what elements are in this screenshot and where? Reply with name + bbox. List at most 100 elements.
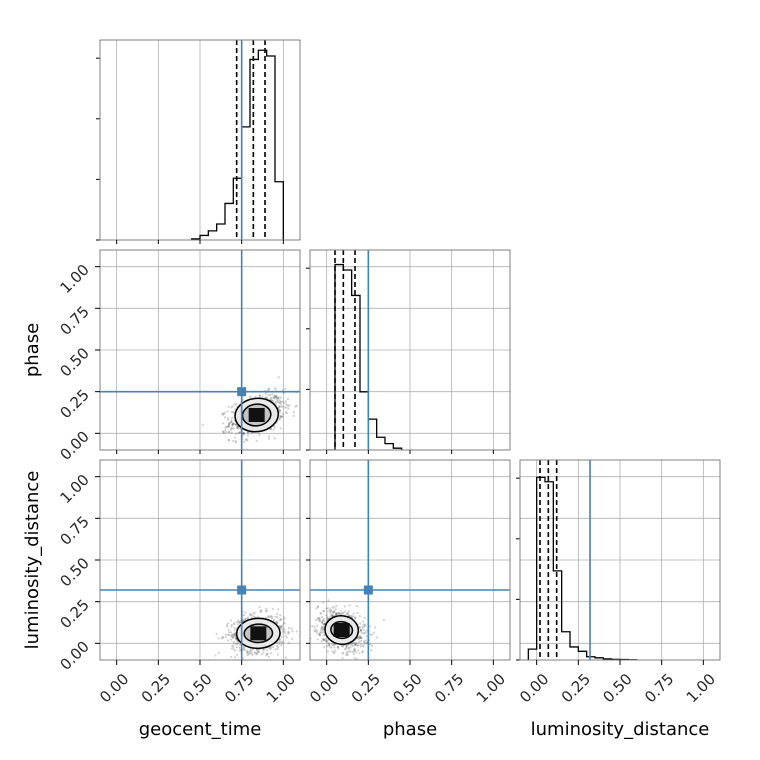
scatter-point (326, 616, 329, 619)
scatter-point (241, 610, 245, 613)
scatter-point (279, 400, 282, 403)
scatter-point (230, 625, 233, 628)
scatter-point (201, 423, 204, 426)
scatter-point (334, 649, 337, 652)
scatter-point (267, 435, 271, 438)
scatter-point (355, 641, 358, 644)
scatter-point (274, 400, 277, 403)
scatter-point (335, 612, 338, 615)
scatter-point (361, 650, 364, 653)
scatter-point (285, 403, 288, 406)
scatter-point (362, 628, 365, 632)
scatter-point (233, 629, 236, 632)
scatter-point (345, 612, 348, 616)
scatter-point (345, 645, 348, 648)
scatter-point (279, 626, 282, 629)
scatter-point (357, 649, 360, 652)
scatter-point (344, 647, 347, 650)
scatter-point (233, 633, 237, 636)
scatter-point (231, 634, 234, 637)
scatter-point (273, 437, 276, 440)
truth-marker (363, 585, 373, 595)
scatter-point (288, 404, 291, 407)
scatter-point (271, 396, 274, 399)
scatter-point (374, 626, 377, 629)
scatter-point (360, 630, 363, 633)
scatter-point (315, 607, 318, 610)
scatter-point (324, 639, 327, 643)
scatter-point (278, 401, 281, 404)
scatter-point (277, 396, 280, 399)
scatter-point (275, 388, 278, 391)
scatter-point (270, 428, 273, 431)
scatter-point (291, 637, 294, 641)
scatter-point (276, 646, 280, 649)
scatter-point (242, 648, 245, 651)
scatter-point (326, 639, 330, 642)
scatter-point (244, 438, 247, 441)
scatter-point (253, 651, 256, 654)
scatter-point (359, 643, 362, 646)
scatter-point (280, 625, 283, 628)
scatter-point (268, 647, 271, 650)
scatter-point (232, 422, 235, 425)
scatter-point (242, 432, 245, 435)
scatter-point (318, 619, 322, 623)
scatter-point (370, 644, 374, 647)
scatter-point (232, 648, 235, 651)
scatter-point (332, 643, 335, 646)
scatter-point (281, 388, 284, 392)
scatter-point (277, 375, 280, 379)
scatter-point (232, 410, 235, 414)
scatter-point (268, 615, 271, 619)
scatter-point (226, 410, 229, 413)
scatter-point (233, 649, 237, 652)
scatter-point (231, 423, 235, 426)
scatter-point (226, 418, 230, 421)
scatter-point (242, 432, 246, 435)
scatter-point (273, 394, 276, 397)
scatter-point (275, 397, 278, 400)
histogram-step-line (191, 49, 284, 240)
scatter-point (320, 627, 323, 630)
scatter-point (363, 624, 366, 628)
scatter-point (334, 612, 337, 616)
scatter-point (358, 625, 361, 629)
scatter-point (269, 652, 272, 655)
scatter-point (221, 412, 224, 415)
scatter-point (269, 645, 273, 649)
scatter-point (314, 628, 317, 631)
scatter-point (269, 647, 272, 650)
scatter-point (233, 634, 236, 637)
scatter-point (325, 607, 328, 610)
scatter-point (290, 627, 293, 630)
scatter-point (339, 609, 343, 612)
scatter-point (281, 624, 284, 627)
scatter-point (227, 425, 230, 428)
scatter-point (279, 625, 282, 628)
scatter-point (359, 636, 362, 639)
x-axis-label-geocent_time: geocent_time (139, 719, 262, 740)
scatter-point (357, 636, 360, 639)
scatter-point (338, 612, 341, 615)
scatter-point (347, 650, 350, 653)
scatter-point (235, 621, 238, 624)
scatter-point (331, 610, 335, 614)
scatter-point (341, 652, 344, 655)
scatter-point (276, 397, 280, 400)
scatter-point (315, 619, 318, 622)
scatter-point (335, 604, 338, 608)
scatter-point (361, 651, 364, 654)
scatter-point (274, 402, 277, 405)
scatter-point (225, 430, 228, 434)
scatter-point (272, 399, 275, 403)
scatter-point (277, 396, 280, 399)
scatter-point (282, 621, 286, 624)
scatter-point (316, 624, 319, 627)
scatter-point (320, 631, 323, 634)
scatter-point (277, 401, 280, 404)
scatter-point (249, 613, 252, 617)
scatter-point (342, 611, 345, 614)
scatter-point (238, 643, 241, 647)
scatter-point (319, 628, 323, 631)
